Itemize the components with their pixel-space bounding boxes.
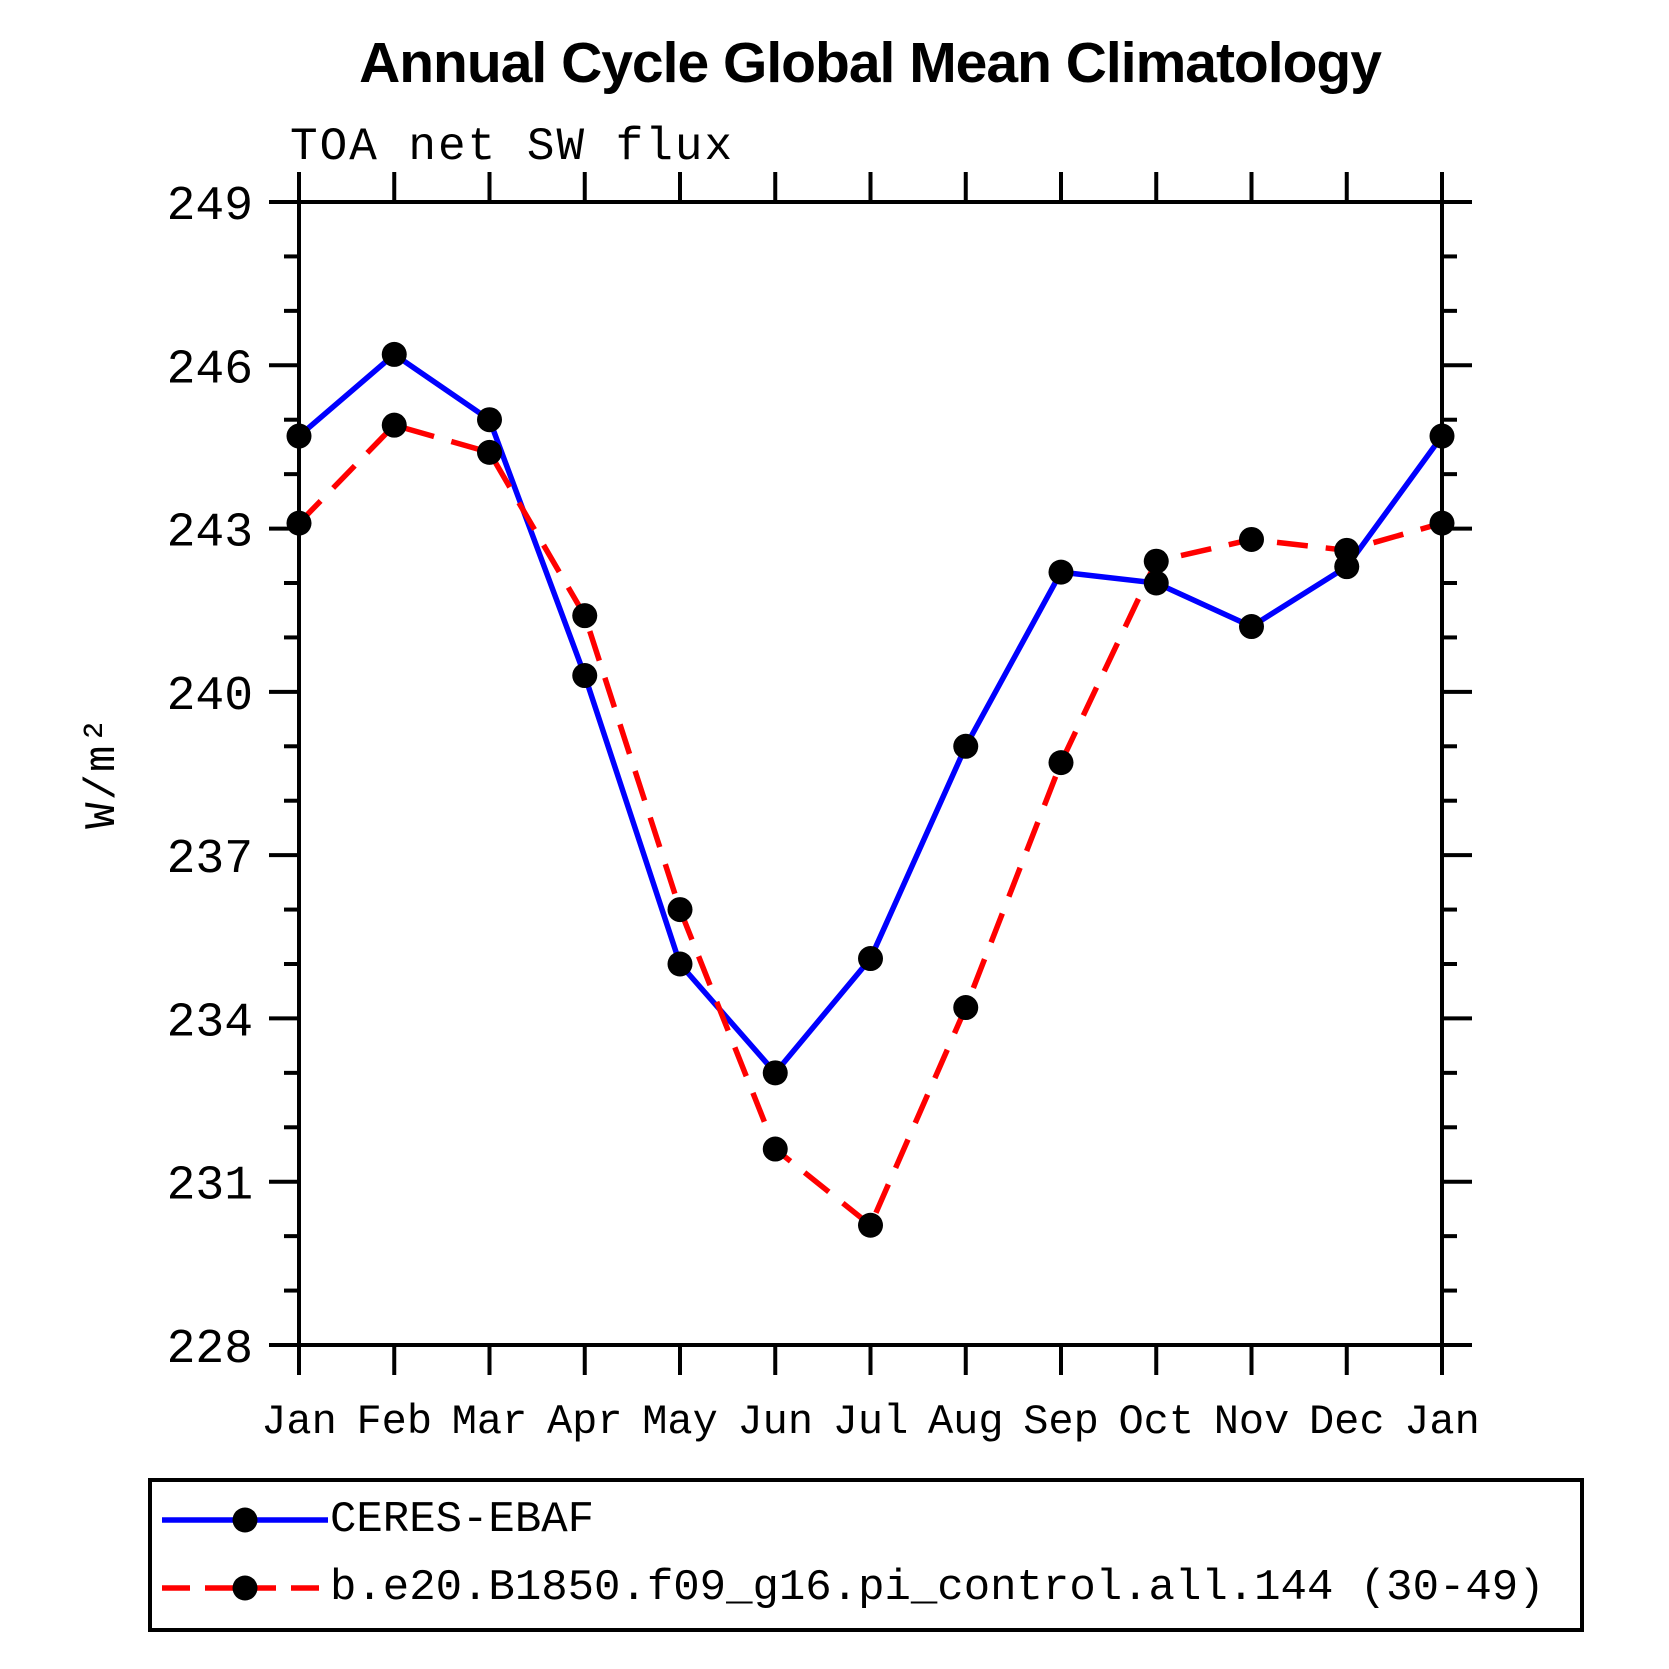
svg-text:228: 228: [167, 1323, 253, 1377]
legend-line-sample-solid: [162, 1507, 328, 1533]
svg-text:Nov: Nov: [1214, 1398, 1290, 1446]
legend-line-sample-dashed: [162, 1575, 328, 1601]
svg-text:237: 237: [167, 833, 253, 887]
svg-text:Apr: Apr: [547, 1398, 623, 1446]
svg-text:Jul: Jul: [833, 1398, 909, 1446]
svg-text:Aug: Aug: [928, 1398, 1004, 1446]
svg-text:Mar: Mar: [452, 1398, 528, 1446]
legend-box: CERES-EBAF b.e20.B1850.f09_g16.pi_contro…: [148, 1478, 1584, 1632]
svg-text:Feb: Feb: [356, 1398, 432, 1446]
svg-text:249: 249: [167, 180, 253, 234]
legend-item-model: b.e20.B1850.f09_g16.pi_control.all.144 (…: [152, 1564, 1545, 1612]
svg-text:Sep: Sep: [1023, 1398, 1099, 1446]
svg-text:Jun: Jun: [737, 1398, 813, 1446]
chart-subtitle: TOA net SW flux: [290, 121, 735, 173]
svg-text:246: 246: [167, 343, 253, 397]
svg-text:234: 234: [167, 996, 253, 1050]
legend-label-ceres: CERES-EBAF: [330, 1495, 595, 1545]
svg-text:240: 240: [167, 670, 253, 724]
chart-title: Annual Cycle Global Mean Climatology: [359, 31, 1382, 95]
svg-text:Jan: Jan: [1404, 1398, 1480, 1446]
legend-item-ceres: CERES-EBAF: [152, 1496, 594, 1544]
legend-label-model: b.e20.B1850.f09_g16.pi_control.all.144 (…: [330, 1563, 1545, 1613]
svg-text:Dec: Dec: [1309, 1398, 1385, 1446]
svg-text:231: 231: [167, 1160, 253, 1214]
svg-text:Oct: Oct: [1118, 1398, 1194, 1446]
svg-text:Jan: Jan: [261, 1398, 337, 1446]
svg-text:May: May: [642, 1398, 718, 1446]
svg-text:243: 243: [167, 507, 253, 561]
plot-area: 228 231 234 237 240 243 246 249 Jan Feb Mar Apr May J…: [167, 172, 1480, 1446]
